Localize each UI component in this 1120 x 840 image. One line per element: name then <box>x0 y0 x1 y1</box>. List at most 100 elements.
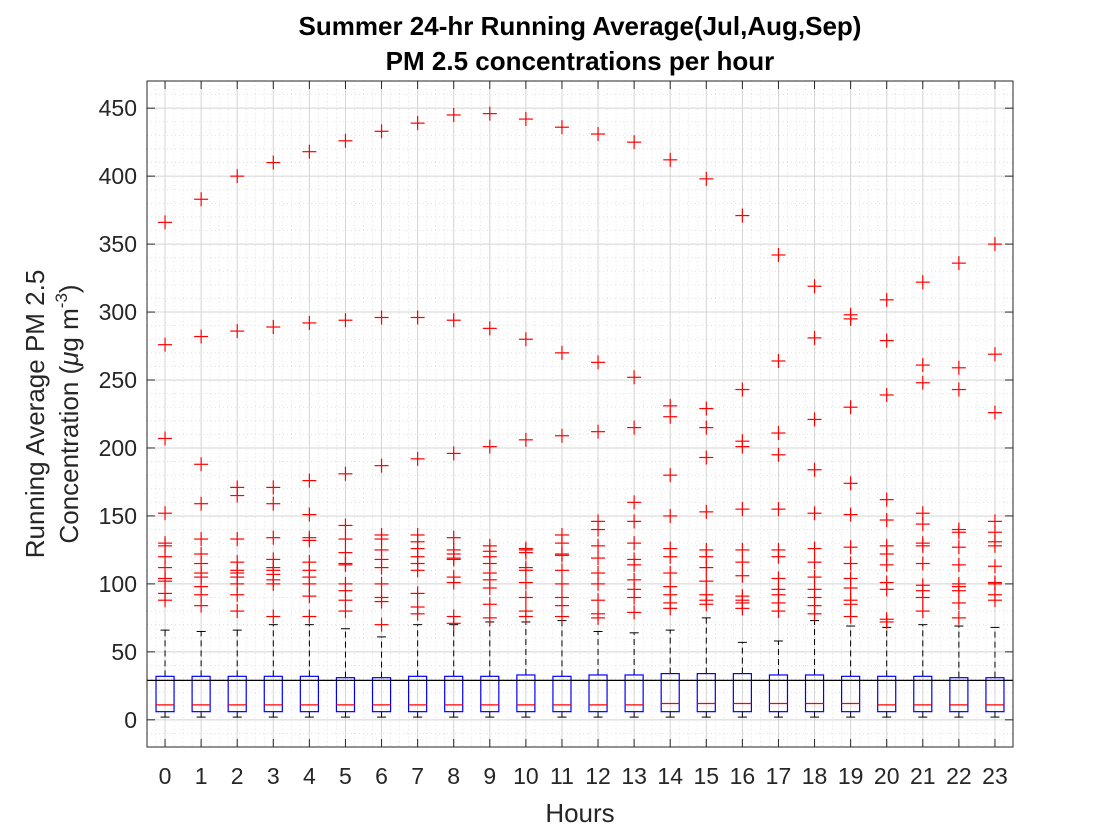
outlier-point <box>627 536 642 551</box>
outlier-point <box>771 447 786 462</box>
outlier-point <box>158 506 173 521</box>
outlier-point <box>591 127 606 142</box>
outlier-point <box>158 574 173 589</box>
outlier-point <box>302 144 317 159</box>
outlier-point <box>735 439 750 454</box>
outlier-point <box>194 532 209 547</box>
box-hour-23 <box>985 626 1005 718</box>
outlier-point <box>987 347 1002 362</box>
outlier-point <box>374 124 389 139</box>
outlier-point <box>951 557 966 572</box>
outlier-point <box>879 292 894 307</box>
outlier-point <box>915 538 930 553</box>
x-tick-label: 5 <box>339 763 352 789</box>
y-axis-label: Running Average PM 2.5 Concentration (μg… <box>20 270 84 559</box>
outlier-point <box>518 575 533 590</box>
iqr-box <box>732 673 752 713</box>
outlier-point <box>807 462 822 477</box>
outlier-point <box>230 532 245 547</box>
x-tick-label: 16 <box>730 763 756 789</box>
outlier-point <box>843 311 858 326</box>
outlier-point <box>410 116 425 131</box>
outlier-point <box>194 329 209 344</box>
box-hour-21 <box>913 624 933 718</box>
outlier-point <box>987 593 1002 608</box>
outlier-point <box>951 583 966 598</box>
outlier-point <box>951 360 966 375</box>
outlier-point <box>302 533 317 548</box>
box-hour-7 <box>408 624 428 718</box>
outlier-point <box>879 557 894 572</box>
outlier-point <box>951 525 966 540</box>
outlier-point <box>554 428 569 443</box>
y-label-superscript: -3 <box>52 293 71 308</box>
outlier-point <box>771 353 786 368</box>
outlier-point <box>807 570 822 585</box>
box-hour-16 <box>732 641 752 718</box>
iqr-box <box>768 674 789 713</box>
outlier-point <box>627 590 642 605</box>
outlier-point <box>446 530 461 545</box>
box-hour-11 <box>552 620 572 718</box>
iqr-box <box>480 675 500 713</box>
x-tick-label: 22 <box>946 763 972 789</box>
box-hour-19 <box>841 625 861 718</box>
outlier-point <box>158 215 173 230</box>
outlier-point <box>663 601 678 616</box>
x-tick-label: 15 <box>693 763 719 789</box>
x-tick-label: 17 <box>766 763 792 789</box>
outlier-point <box>554 548 569 563</box>
outlier-point <box>771 247 786 262</box>
outlier-point <box>302 473 317 488</box>
outlier-point <box>987 538 1002 553</box>
outlier-point <box>591 424 606 439</box>
x-tick-label: 9 <box>483 763 496 789</box>
outlier-point <box>627 420 642 435</box>
outlier-point <box>446 552 461 567</box>
outlier-point <box>266 496 281 511</box>
outlier-point <box>554 345 569 360</box>
outlier-point <box>771 549 786 564</box>
outlier-point <box>194 496 209 511</box>
outlier-point <box>843 556 858 571</box>
iqr-box <box>227 675 247 713</box>
outlier-point <box>554 576 569 591</box>
outlier-point <box>230 169 245 184</box>
outlier-point <box>230 324 245 339</box>
x-tick-label: 12 <box>585 763 611 789</box>
outlier-point <box>699 171 714 186</box>
y-label-suffix: ) <box>54 284 84 293</box>
outlier-point <box>735 382 750 397</box>
outlier-point <box>699 420 714 435</box>
outlier-point <box>699 597 714 612</box>
x-axis-label: Hours <box>545 798 614 828</box>
outlier-point <box>663 152 678 167</box>
outlier-point <box>843 400 858 415</box>
outlier-point <box>230 488 245 503</box>
outlier-point <box>663 409 678 424</box>
outlier-point <box>446 107 461 122</box>
outlier-point <box>627 557 642 572</box>
outlier-point <box>554 609 569 624</box>
iqr-box <box>155 675 175 713</box>
outlier-point <box>807 606 822 621</box>
outlier-point <box>951 595 966 610</box>
y-tick-label: 250 <box>99 367 137 393</box>
x-tick-label: 7 <box>411 763 424 789</box>
outlier-point <box>843 507 858 522</box>
outlier-point <box>987 405 1002 420</box>
x-tick-label: 23 <box>982 763 1008 789</box>
outlier-point <box>374 594 389 609</box>
x-ticks: 0 1 2 3 4 5 6 7 8 9 10 11 12 13 14 15 16 17 18 19 20 21 22 23 <box>159 81 1008 789</box>
outlier-point <box>951 540 966 555</box>
outlier-point <box>915 358 930 373</box>
outlier-point <box>879 614 894 629</box>
iqr-box <box>588 674 608 713</box>
outlier-point <box>194 457 209 472</box>
iqr-box <box>552 675 572 713</box>
outlier-point <box>915 604 930 619</box>
outlier-point <box>951 256 966 271</box>
y-axis-label-line-1: Running Average PM 2.5 <box>20 270 50 559</box>
outlier-point <box>482 597 497 612</box>
